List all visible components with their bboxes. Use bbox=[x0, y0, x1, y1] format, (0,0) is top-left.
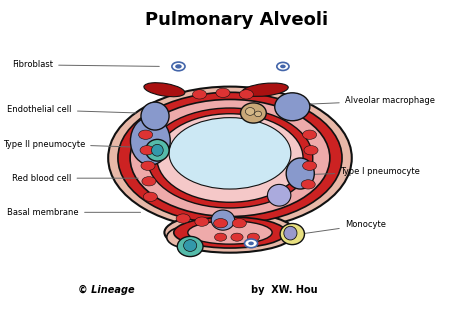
Text: Red blood cell: Red blood cell bbox=[12, 174, 138, 183]
Text: © Lineage: © Lineage bbox=[78, 285, 134, 295]
Circle shape bbox=[232, 219, 246, 228]
Circle shape bbox=[247, 233, 259, 241]
Circle shape bbox=[239, 90, 254, 99]
Text: Endothelial cell: Endothelial cell bbox=[8, 105, 136, 114]
Text: Fibroblast: Fibroblast bbox=[12, 60, 159, 70]
Ellipse shape bbox=[177, 236, 203, 257]
Ellipse shape bbox=[275, 93, 310, 121]
Ellipse shape bbox=[167, 226, 209, 248]
Ellipse shape bbox=[211, 210, 235, 230]
Circle shape bbox=[142, 177, 156, 186]
Circle shape bbox=[304, 146, 318, 155]
Ellipse shape bbox=[188, 221, 272, 244]
Ellipse shape bbox=[157, 114, 303, 202]
Circle shape bbox=[195, 217, 209, 226]
Ellipse shape bbox=[240, 103, 266, 123]
Circle shape bbox=[143, 192, 157, 202]
Ellipse shape bbox=[144, 83, 185, 97]
Ellipse shape bbox=[246, 107, 255, 115]
Ellipse shape bbox=[242, 83, 288, 96]
Circle shape bbox=[175, 64, 182, 69]
Ellipse shape bbox=[108, 87, 352, 229]
Circle shape bbox=[216, 88, 230, 97]
Ellipse shape bbox=[147, 108, 313, 208]
Circle shape bbox=[231, 233, 243, 241]
Ellipse shape bbox=[255, 111, 262, 117]
Ellipse shape bbox=[286, 158, 314, 189]
Circle shape bbox=[138, 130, 153, 139]
Ellipse shape bbox=[169, 118, 291, 189]
Circle shape bbox=[302, 130, 317, 139]
Text: Type II pneumocyte: Type II pneumocyte bbox=[3, 140, 134, 149]
Text: Monocyte: Monocyte bbox=[303, 220, 386, 234]
Ellipse shape bbox=[118, 92, 342, 224]
Circle shape bbox=[277, 62, 289, 70]
Ellipse shape bbox=[280, 223, 304, 245]
Ellipse shape bbox=[267, 185, 291, 206]
Ellipse shape bbox=[141, 102, 169, 130]
Ellipse shape bbox=[130, 117, 170, 165]
Circle shape bbox=[302, 161, 317, 170]
Ellipse shape bbox=[284, 226, 297, 240]
Circle shape bbox=[192, 90, 207, 99]
Circle shape bbox=[215, 233, 227, 241]
Circle shape bbox=[245, 239, 257, 248]
Ellipse shape bbox=[174, 217, 286, 248]
Circle shape bbox=[248, 241, 254, 245]
Text: Basal membrane: Basal membrane bbox=[8, 208, 140, 217]
Ellipse shape bbox=[146, 139, 169, 161]
Circle shape bbox=[214, 219, 228, 228]
Text: Type I pneumocyte: Type I pneumocyte bbox=[296, 167, 420, 176]
Circle shape bbox=[172, 62, 185, 71]
Text: by  XW. Hou: by XW. Hou bbox=[251, 285, 317, 295]
Circle shape bbox=[176, 214, 190, 223]
Ellipse shape bbox=[130, 100, 330, 216]
Ellipse shape bbox=[164, 212, 296, 253]
Text: Alveolar macrophage: Alveolar macrophage bbox=[287, 96, 435, 105]
Circle shape bbox=[141, 161, 155, 170]
Circle shape bbox=[140, 146, 154, 155]
Ellipse shape bbox=[183, 240, 197, 252]
Circle shape bbox=[280, 64, 286, 68]
Circle shape bbox=[301, 180, 315, 189]
Ellipse shape bbox=[152, 144, 163, 156]
Text: Pulmonary Alveoli: Pulmonary Alveoli bbox=[146, 10, 328, 28]
